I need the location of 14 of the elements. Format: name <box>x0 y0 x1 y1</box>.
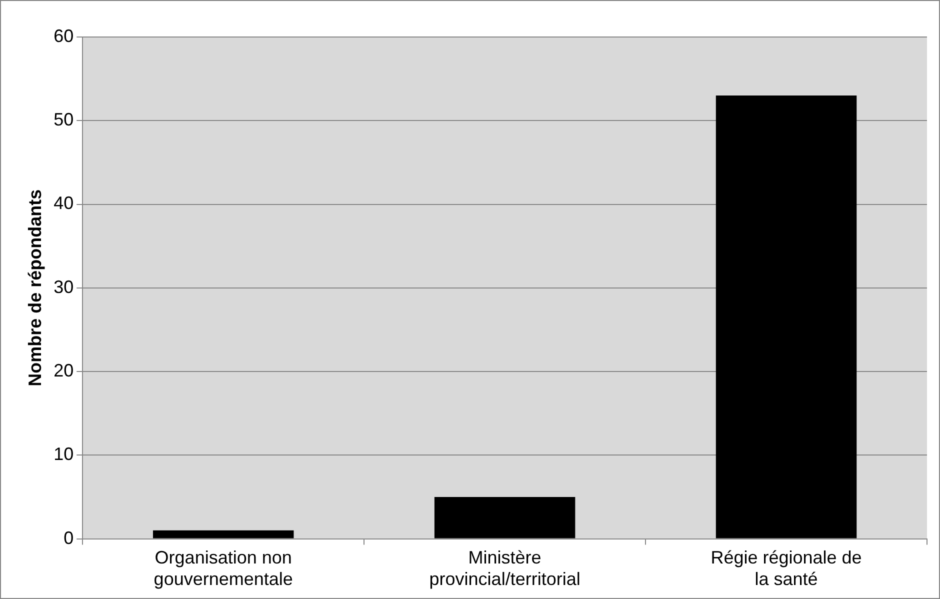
bar <box>152 530 294 538</box>
y-axis-title: Nombre de répondants <box>24 189 45 386</box>
y-tick-label: 20 <box>54 360 74 380</box>
y-tick-label: 30 <box>54 276 74 297</box>
x-tick-label: Organisation non gouvernementale <box>154 548 293 590</box>
bar <box>434 496 576 538</box>
x-tick-label: Ministère provincial/territorial <box>429 548 580 590</box>
y-tick-label: 50 <box>54 110 74 130</box>
y-tick-label: 40 <box>54 193 74 214</box>
y-tick-label: 60 <box>54 26 74 46</box>
bar <box>716 96 857 538</box>
y-tick-label: 10 <box>54 444 74 464</box>
x-tick-label: Régie régionale de la santé <box>710 548 862 590</box>
y-tick-label: 0 <box>64 528 74 548</box>
